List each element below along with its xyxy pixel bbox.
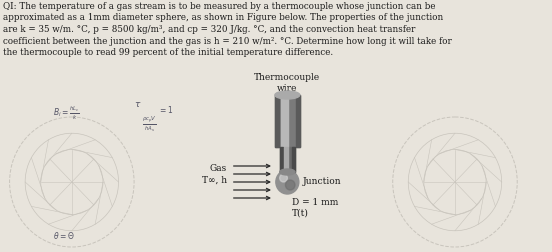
Text: $\tau$: $\tau$ <box>134 100 141 109</box>
Bar <box>280 147 295 172</box>
Text: D = 1 mm: D = 1 mm <box>292 198 338 207</box>
Text: T(t): T(t) <box>292 209 309 218</box>
Text: Thermocouple
wire: Thermocouple wire <box>254 73 320 93</box>
Text: Junction: Junction <box>302 177 341 186</box>
Bar <box>296 95 300 147</box>
Text: $B_i=\frac{hL_c}{k}$: $B_i=\frac{hL_c}{k}$ <box>52 105 79 122</box>
Text: QI: The temperature of a gas stream is to be measured by a thermocouple whose ju: QI: The temperature of a gas stream is t… <box>3 2 436 11</box>
Bar <box>280 95 288 147</box>
Text: coefficient between the junction and the gas is h = 210 w/m². °C. Determine how : coefficient between the junction and the… <box>3 37 452 46</box>
Circle shape <box>280 174 288 182</box>
Text: T∞, h: T∞, h <box>202 176 227 185</box>
Text: the thermocouple to read 99 percent of the initial temperature difference.: the thermocouple to read 99 percent of t… <box>3 48 333 57</box>
Text: Gas: Gas <box>210 164 227 173</box>
Text: $= 1$: $= 1$ <box>158 104 173 115</box>
Ellipse shape <box>275 91 300 99</box>
Bar <box>275 95 300 147</box>
Text: $\theta = \Theta$: $\theta = \Theta$ <box>52 230 74 241</box>
Bar <box>280 147 283 172</box>
Circle shape <box>285 180 295 190</box>
Text: are k = 35 w/m. °C, p = 8500 kg/m³, and cp = 320 J/kg. °C, and the convection he: are k = 35 w/m. °C, p = 8500 kg/m³, and … <box>3 25 415 34</box>
Ellipse shape <box>280 169 295 175</box>
Text: approximated as a 1mm diameter sphere, as shown in Figure below. The properties : approximated as a 1mm diameter sphere, a… <box>3 14 443 22</box>
Bar <box>284 147 288 172</box>
Bar <box>292 147 295 172</box>
Text: $\frac{\rho c_p V}{h A_s}$: $\frac{\rho c_p V}{h A_s}$ <box>142 115 157 134</box>
Bar <box>275 95 279 147</box>
Circle shape <box>276 170 299 194</box>
